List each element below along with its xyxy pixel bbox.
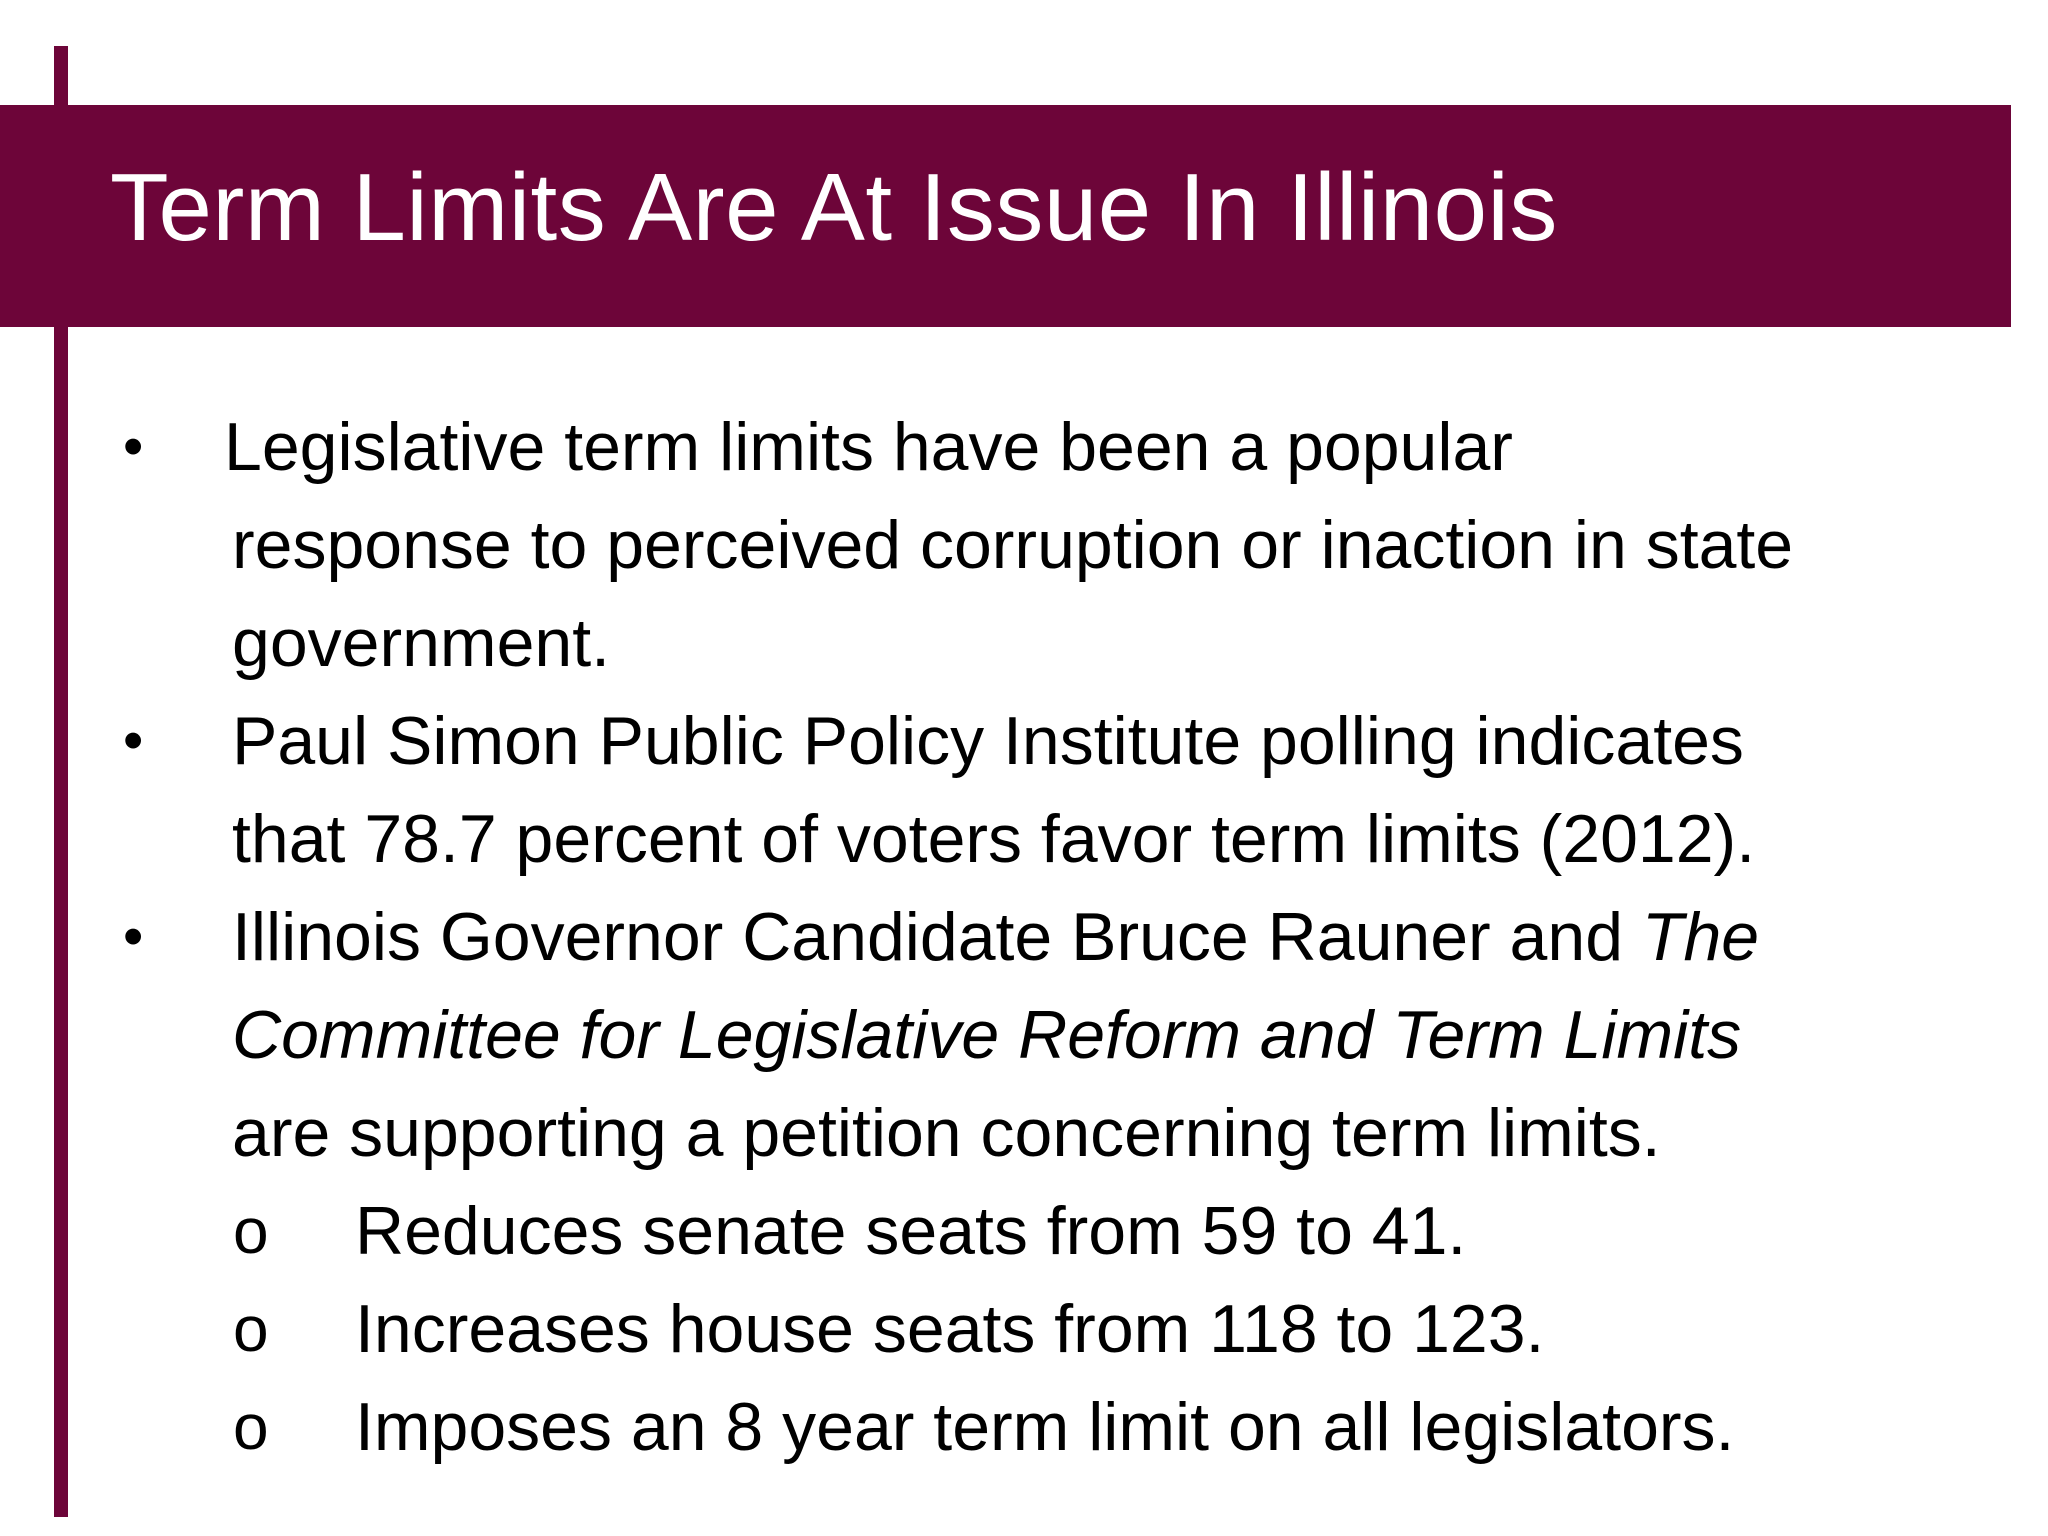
- bullet-1-line-2: response to perceived corruption or inac…: [232, 507, 1794, 583]
- bullet-marker: •: [123, 414, 144, 479]
- bullet-2-line-2: that 78.7 percent of voters favor term l…: [232, 801, 1756, 877]
- sub-bullet-marker: o: [233, 1195, 269, 1267]
- sub-item-house-seats: Increases house seats from 118 to 123.: [355, 1291, 1545, 1367]
- bullet-3-line-1: Illinois Governor Candidate Bruce Rauner…: [232, 888, 1759, 986]
- title-bar: [0, 105, 2011, 327]
- sub-item-senate-seats: Reduces senate seats from 59 to 41.: [355, 1193, 1467, 1269]
- sub-bullet-marker: o: [233, 1391, 269, 1463]
- bullet-3-line-1-text: Illinois Governor Candidate Bruce Rauner…: [232, 899, 1642, 975]
- committee-name-italic: Committee for Legislative Reform and Ter…: [232, 997, 1742, 1073]
- sub-item-term-limit: Imposes an 8 year term limit on all legi…: [355, 1389, 1735, 1465]
- bullet-2-line-1: Paul Simon Public Policy Institute polli…: [232, 703, 1744, 779]
- sub-bullet-marker: o: [233, 1293, 269, 1365]
- bullet-3-line-3: are supporting a petition concerning ter…: [232, 1095, 1661, 1171]
- bullet-1-line-3: government.: [232, 605, 610, 681]
- bullet-3-line-2: Committee for Legislative Reform and Ter…: [232, 986, 1741, 1084]
- bullet-1-line-1: Legislative term limits have been a popu…: [224, 409, 1513, 485]
- bullet-marker: •: [123, 708, 144, 773]
- left-accent-rule: [54, 46, 68, 1517]
- bullet-marker: •: [123, 904, 144, 969]
- bullet-3-line-1-italic: The: [1641, 899, 1760, 975]
- slide-title: Term Limits Are At Issue In Illinois: [110, 154, 1558, 261]
